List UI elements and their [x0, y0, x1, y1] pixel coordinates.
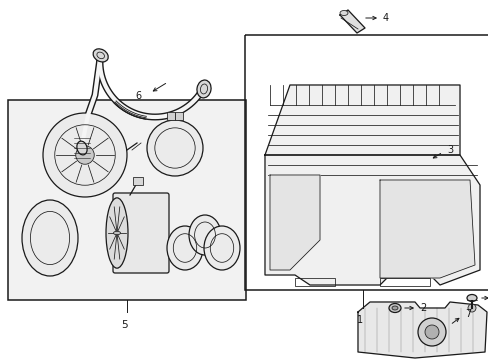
Circle shape: [424, 325, 438, 339]
Ellipse shape: [113, 231, 120, 235]
Polygon shape: [339, 10, 364, 33]
Circle shape: [147, 120, 203, 176]
Text: 6: 6: [135, 91, 141, 101]
Polygon shape: [269, 175, 319, 270]
Ellipse shape: [466, 294, 476, 302]
Bar: [294, 278, 334, 286]
Ellipse shape: [106, 198, 128, 268]
FancyBboxPatch shape: [113, 193, 169, 273]
Ellipse shape: [93, 49, 108, 62]
Ellipse shape: [197, 80, 211, 98]
Ellipse shape: [22, 200, 78, 276]
Text: 2: 2: [419, 303, 426, 313]
Polygon shape: [357, 302, 486, 358]
Text: 5: 5: [121, 320, 127, 330]
Ellipse shape: [388, 303, 400, 312]
Circle shape: [417, 318, 445, 346]
Ellipse shape: [189, 215, 221, 255]
Bar: [8, 100, 245, 300]
Bar: [175, 112, 183, 120]
Text: 7: 7: [464, 309, 470, 319]
Ellipse shape: [339, 10, 347, 15]
Text: 3: 3: [446, 145, 452, 155]
Circle shape: [43, 113, 127, 197]
Ellipse shape: [391, 306, 397, 310]
Circle shape: [76, 146, 94, 164]
Bar: [8, 100, 245, 300]
Bar: [244, 35, 488, 290]
Text: 4: 4: [382, 13, 388, 23]
Bar: [379, 278, 429, 286]
Polygon shape: [379, 180, 474, 278]
Text: 1: 1: [356, 315, 362, 325]
Bar: [167, 112, 175, 120]
Polygon shape: [264, 85, 459, 155]
Ellipse shape: [167, 226, 203, 270]
Ellipse shape: [77, 141, 87, 155]
Polygon shape: [264, 155, 479, 285]
Bar: [133, 177, 142, 185]
Ellipse shape: [203, 226, 240, 270]
Circle shape: [467, 304, 475, 312]
